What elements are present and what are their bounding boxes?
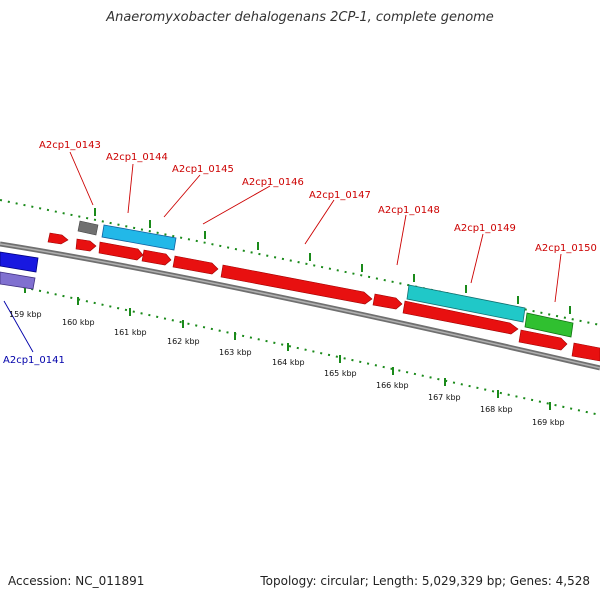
scale-label: 161 kbp (114, 328, 147, 337)
gene-label[interactable]: A2cp1_0148 (378, 205, 440, 216)
scale-label: 162 kbp (167, 337, 200, 346)
gene-label[interactable]: A2cp1_0141 (3, 355, 65, 366)
gene-feature[interactable] (220, 264, 373, 305)
gene-feature[interactable] (141, 249, 172, 266)
gene-feature-0149[interactable] (406, 284, 526, 323)
gene-label[interactable]: A2cp1_0143 (39, 140, 101, 151)
gene-feature-0141[interactable] (0, 271, 36, 290)
scale-label: 169 kbp (532, 418, 565, 427)
label-leader-lines (3, 151, 562, 353)
scale-label: 168 kbp (480, 405, 513, 414)
gene-label[interactable]: A2cp1_0144 (106, 152, 168, 163)
gene-feature[interactable] (77, 220, 99, 236)
scale-label: 159 kbp (9, 310, 42, 319)
gene-feature[interactable] (0, 251, 39, 273)
left-partial-genes (0, 251, 39, 290)
scale-label: 165 kbp (324, 369, 357, 378)
scale-label: 160 kbp (62, 318, 95, 327)
genome-backbone (0, 241, 600, 371)
inner-tick-ring (0, 281, 600, 416)
scale-label: 164 kbp (272, 358, 305, 367)
outer-tick-ring (0, 199, 600, 326)
gene-label[interactable]: A2cp1_0147 (309, 190, 371, 201)
scale-label: 163 kbp (219, 348, 252, 357)
reverse-strand-genes (75, 238, 600, 362)
gene-feature-0150[interactable] (524, 312, 574, 338)
scale-labels: 159 kbp 160 kbp 161 kbp 162 kbp 163 kbp … (9, 310, 565, 427)
gene-feature[interactable] (571, 342, 600, 362)
gene-feature[interactable] (98, 241, 144, 261)
gene-feature[interactable] (75, 238, 97, 252)
scale-label: 167 kbp (428, 393, 461, 402)
gene-labels: A2cp1_0143 A2cp1_0144 A2cp1_0145 A2cp1_0… (3, 140, 597, 366)
gene-label[interactable]: A2cp1_0145 (172, 164, 234, 175)
gene-feature[interactable] (47, 232, 69, 245)
gene-feature[interactable] (518, 329, 568, 351)
gene-label[interactable]: A2cp1_0146 (242, 177, 304, 188)
gene-feature-0144[interactable] (101, 224, 177, 251)
accession-text: Accession: NC_011891 (8, 574, 145, 588)
gene-feature[interactable] (172, 255, 219, 275)
forward-strand-genes (47, 220, 574, 338)
gene-label[interactable]: A2cp1_0150 (535, 243, 597, 254)
page-title: Anaeromyxobacter dehalogenans 2CP-1, com… (106, 10, 494, 25)
gene-feature[interactable] (402, 300, 519, 335)
genome-summary-text: Topology: circular; Length: 5,029,329 bp… (260, 574, 590, 588)
gene-feature[interactable] (372, 293, 403, 310)
gene-label[interactable]: A2cp1_0149 (454, 223, 516, 234)
scale-label: 166 kbp (376, 381, 409, 390)
